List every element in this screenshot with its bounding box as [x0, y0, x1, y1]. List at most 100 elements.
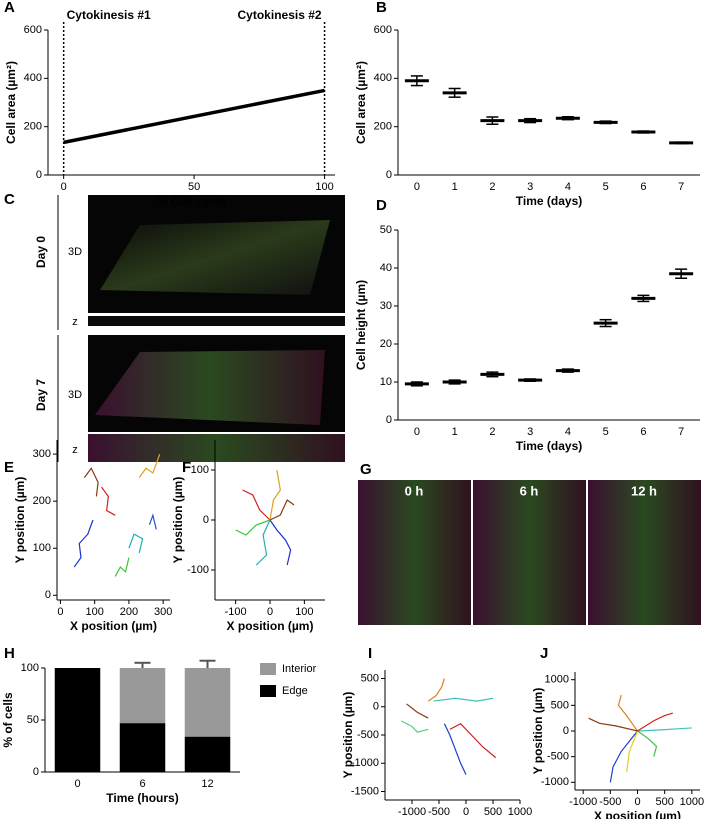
cell-track	[242, 489, 271, 521]
image-label: 6 h	[520, 483, 539, 498]
legend-swatch	[260, 663, 276, 675]
mean-line	[63, 88, 325, 145]
x-axis-label: % Cell cycle	[157, 194, 227, 208]
y-tick-label: 50	[380, 224, 392, 236]
y-axis-label: Cell area (µm²)	[354, 61, 368, 144]
legend-label: Edge	[282, 685, 308, 697]
x-tick-label: 0	[74, 778, 80, 790]
x-tick-label: 5	[603, 426, 609, 438]
x-tick-label: 300	[154, 606, 172, 618]
cell-track	[138, 453, 161, 479]
cell-track	[83, 467, 99, 497]
y-tick-label: 300	[33, 448, 51, 460]
x-tick-label: 4	[565, 426, 571, 438]
x-tick-label: 1	[452, 426, 458, 438]
panel-letter: D	[376, 197, 387, 214]
x-tick-label: 200	[120, 606, 138, 618]
x-tick-label: 6	[640, 181, 646, 193]
x-axis-label: Time (days)	[516, 194, 582, 208]
cell-track	[626, 730, 639, 773]
cell-track	[148, 513, 157, 530]
cell-track	[114, 557, 130, 577]
y-tick-label: 600	[374, 24, 392, 36]
panel-letter: A	[4, 0, 15, 16]
x-tick-label: -1000	[569, 796, 597, 808]
y-tick-label: 400	[24, 72, 42, 84]
y-axis-label: % of cells	[1, 692, 15, 748]
panel-letter: F	[182, 459, 191, 476]
x-tick-label: 3	[527, 426, 533, 438]
cell-track	[449, 722, 497, 759]
x-axis-label: X position (µm)	[227, 619, 314, 633]
cell-track	[255, 519, 271, 566]
cell-track	[427, 678, 445, 702]
image-label: 12 h	[631, 483, 657, 498]
cell-track	[443, 723, 467, 775]
image-label: 3D	[68, 246, 82, 258]
y-tick-label: 400	[374, 72, 392, 84]
legend-swatch	[260, 685, 276, 697]
y-tick-label: 200	[374, 121, 392, 133]
x-tick-label: -100	[225, 606, 247, 618]
y-tick-label: 0	[373, 701, 379, 713]
cell-track	[128, 533, 144, 554]
panel-letter: H	[4, 645, 15, 662]
x-axis-label: X position (µm)	[70, 619, 157, 633]
x-tick-label: 0	[61, 181, 67, 193]
micrograph	[588, 480, 701, 625]
x-tick-label: 7	[678, 181, 684, 193]
y-tick-label: -500	[547, 751, 569, 763]
x-tick-label: 1000	[680, 796, 704, 808]
panel-letter: C	[4, 191, 15, 208]
image-label: Day 0	[34, 236, 48, 268]
x-tick-label: -1000	[398, 806, 426, 818]
y-tick-label: -1500	[351, 785, 379, 797]
x-tick-label: 0	[414, 181, 420, 193]
x-tick-label: 5	[603, 181, 609, 193]
bar-segment	[54, 668, 101, 772]
y-tick-label: -500	[357, 729, 379, 741]
x-tick-label: 12	[201, 778, 213, 790]
x-tick-label: 3	[527, 181, 533, 193]
x-tick-label: 2	[489, 426, 495, 438]
x-axis-label: X position (µm)	[594, 809, 681, 819]
y-tick-label: 30	[380, 300, 392, 312]
image-label: z	[72, 316, 78, 328]
x-tick-label: 0	[414, 426, 420, 438]
y-axis-label: Cell area (µm²)	[4, 61, 18, 144]
micrograph	[358, 480, 471, 625]
cell-track	[588, 717, 638, 732]
cell-track	[269, 469, 281, 521]
x-tick-label: -500	[428, 806, 450, 818]
cell-track	[433, 697, 494, 702]
x-tick-label: 0	[57, 606, 63, 618]
x-tick-label: 100	[315, 181, 333, 193]
y-tick-label: 100	[191, 464, 209, 476]
y-tick-label: 100	[33, 542, 51, 554]
image-label: 0 h	[405, 483, 424, 498]
x-tick-label: 4	[565, 181, 571, 193]
x-tick-label: 100	[295, 606, 313, 618]
y-tick-label: 40	[380, 262, 392, 274]
x-tick-label: 2	[489, 181, 495, 193]
legend-label: Interior	[282, 663, 317, 675]
cell-track	[609, 730, 638, 783]
y-tick-label: 10	[380, 376, 392, 388]
x-tick-label: 0	[463, 806, 469, 818]
y-tick-label: 0	[386, 169, 392, 181]
y-tick-label: 500	[551, 699, 569, 711]
x-tick-label: 1	[452, 181, 458, 193]
micrograph	[473, 480, 586, 625]
x-tick-label: 6	[139, 778, 145, 790]
bar-segment	[184, 668, 231, 737]
y-tick-label: 0	[203, 514, 209, 526]
y-tick-label: -100	[187, 564, 209, 576]
x-tick-label: 500	[484, 806, 502, 818]
panel-letter: I	[368, 645, 372, 662]
bar-segment	[119, 668, 166, 724]
y-tick-label: 100	[21, 662, 39, 674]
y-tick-label: 1000	[545, 674, 569, 686]
bar-segment	[184, 736, 231, 772]
y-tick-label: 600	[24, 24, 42, 36]
x-tick-label: 100	[85, 606, 103, 618]
